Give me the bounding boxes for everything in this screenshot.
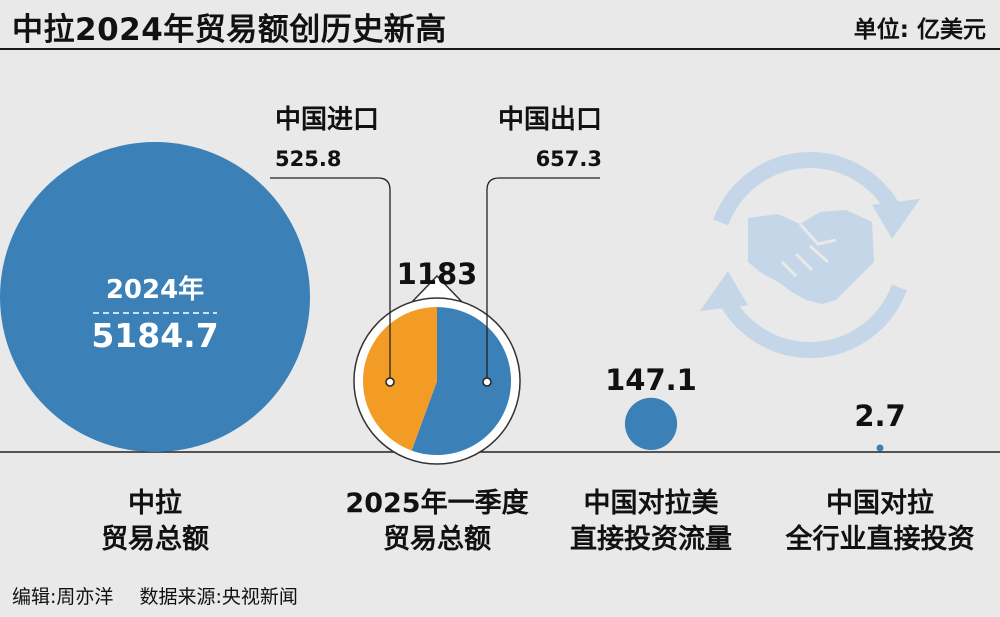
category-label-line2-2: 贸易总额 — [383, 524, 491, 555]
header-divider — [0, 48, 1000, 50]
handshake-cycle-icon — [699, 152, 921, 358]
bubble-all-industry-investment — [876, 444, 884, 452]
import-value-label: 525.8 — [275, 147, 341, 171]
handshake-shape — [748, 210, 874, 304]
category-label-line1-4: 中国对拉 — [826, 487, 934, 519]
pie-total-label: 1183 — [397, 257, 478, 291]
bubble-latam-investment — [624, 397, 678, 450]
export-leader-dot — [482, 377, 492, 387]
category-label-line1-3: 中国对拉美 — [584, 487, 719, 519]
category-label-line2-3: 直接投资流量 — [570, 524, 732, 555]
unit-label: 单位: 亿美元 — [853, 17, 986, 43]
cycle-arc-upper — [713, 152, 904, 226]
cycle-arrow-upper — [872, 198, 921, 239]
bubble-year-label: 2024年 — [106, 274, 204, 305]
category-label-line1-1: 中拉 — [128, 487, 182, 519]
page-title: 中拉2024年贸易额创历史新高 — [12, 12, 447, 48]
export-name-label: 中国出口 — [498, 105, 602, 135]
pie-slice-export — [411, 306, 512, 456]
import-leader-line — [270, 177, 391, 382]
cycle-arc-lower — [716, 284, 907, 358]
latam-investment-value: 147.1 — [605, 363, 697, 397]
category-label-line2-1: 贸易总额 — [101, 524, 209, 555]
pie-slice-import — [362, 306, 437, 451]
handshake-grip-line — [798, 222, 837, 246]
import-name-label: 中国进口 — [275, 105, 379, 135]
cycle-arrow-lower — [699, 271, 748, 312]
export-leader-line — [486, 177, 600, 382]
category-label-line1-2: 2025年一季度 — [345, 487, 528, 519]
export-value-label: 657.3 — [536, 147, 602, 171]
category-label-line2-4: 全行业直接投资 — [785, 523, 975, 555]
footer: 编辑:周亦洋 数据来源:央视新闻 — [12, 582, 318, 609]
data-source: 数据来源:央视新闻 — [139, 586, 298, 608]
bubble-value-label: 5184.7 — [91, 316, 218, 355]
import-leader-dot — [385, 377, 395, 387]
editor-credit: 编辑:周亦洋 — [12, 586, 114, 608]
bubble-trade-2024 — [0, 142, 310, 452]
all-industry-investment-value: 2.7 — [854, 399, 905, 433]
handshake-finger-lines — [780, 244, 829, 278]
